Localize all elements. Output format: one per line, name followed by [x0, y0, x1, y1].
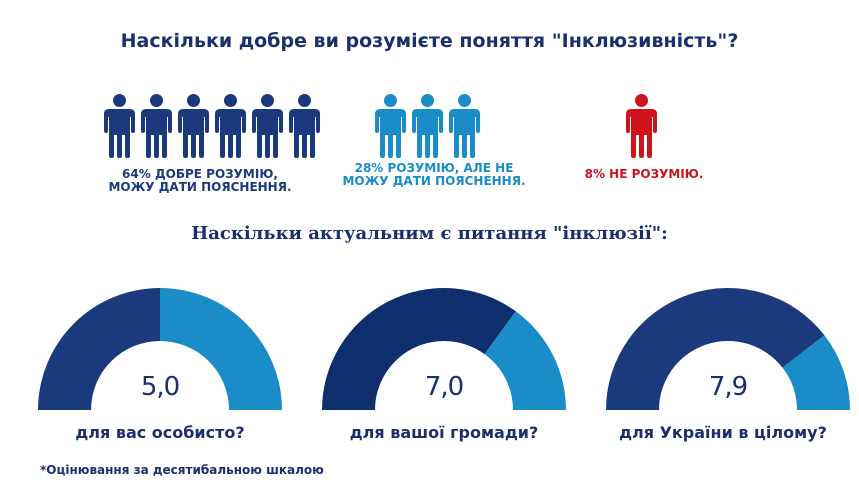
gauge-ukraine-label: для України в цілому? [619, 423, 827, 442]
caption-good-percent: 64% [122, 167, 151, 181]
people-icons-group-partial [374, 94, 481, 158]
caption-partial: 28% РОЗУМІЮ, АЛЕ НЕ МОЖУ ДАТИ ПОЯСНЕННЯ. [320, 162, 548, 188]
person-icon [252, 94, 283, 158]
gauge-value-arc [322, 288, 516, 410]
gauge-personal-value: 5,0 [140, 372, 180, 402]
gauge-remainder-arc [160, 288, 282, 410]
gauge-community: 7,0 [322, 286, 566, 412]
caption-none-percent: 8% [584, 167, 605, 181]
caption-none-text: НЕ РОЗУМІЮ. [609, 167, 704, 181]
gauge-community-label: для вашої громади? [349, 423, 539, 442]
gauge-ukraine-chart [606, 288, 850, 410]
section-title: Наскільки актуальним є питання "інклюзії… [191, 223, 668, 244]
person-icon [141, 94, 172, 158]
gauge-community-chart [322, 288, 566, 410]
caption-good: 64% ДОБРЕ РОЗУМІЮ, МОЖУ ДАТИ ПОЯСНЕННЯ. [90, 168, 310, 194]
people-icons-group-none [625, 94, 658, 158]
caption-partial-text: РОЗУМІЮ, АЛЕ НЕ [387, 161, 514, 175]
gauge-community-value: 7,0 [424, 372, 464, 402]
person-icon [412, 94, 443, 158]
person-icon [104, 94, 135, 158]
gauge-remainder-arc [484, 311, 566, 410]
gauge-ukraine-value: 7,9 [708, 372, 748, 402]
gauge-value-arc [38, 288, 160, 410]
caption-none: 8% НЕ РОЗУМІЮ. [570, 168, 718, 181]
caption-partial-percent: 28% [354, 161, 384, 175]
gauge-personal: 5,0 [38, 286, 282, 412]
gauge-personal-chart [38, 288, 282, 410]
gauge-remainder-arc [782, 335, 850, 410]
person-icon [449, 94, 480, 158]
gauge-ukraine: 7,9 [606, 286, 850, 412]
person-icon [626, 94, 657, 158]
footnote: *Оцінювання за десятибальною шкалою [40, 463, 324, 477]
caption-good-text2: МОЖУ ДАТИ ПОЯСНЕННЯ. [108, 180, 292, 194]
caption-good-text: ДОБРЕ РОЗУМІЮ, [154, 167, 278, 181]
caption-partial-text2: МОЖУ ДАТИ ПОЯСНЕННЯ. [342, 174, 526, 188]
person-icon [289, 94, 320, 158]
main-title: Наскільки добре ви розумієте поняття "Ін… [120, 30, 739, 52]
person-icon [215, 94, 246, 158]
person-icon [375, 94, 406, 158]
gauge-value-arc [606, 288, 825, 410]
people-icons-group-good [103, 94, 321, 158]
gauge-personal-label: для вас особисто? [75, 423, 245, 442]
person-icon [178, 94, 209, 158]
